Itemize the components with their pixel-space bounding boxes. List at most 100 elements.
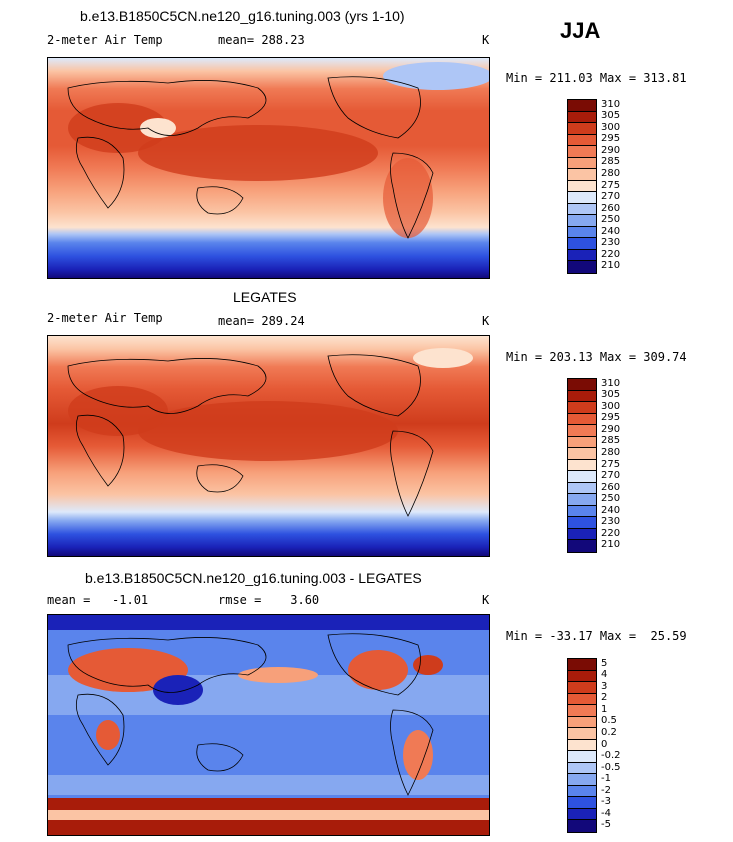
panel3-rmse-label: rmse = 3.60: [218, 593, 320, 607]
colorbar-tick-label: 295: [601, 412, 621, 424]
colorbar-box: [568, 226, 596, 239]
colorbar-tick-label: 220: [601, 527, 621, 539]
colorbar-tick-label: 230: [601, 237, 621, 249]
colorbar-box: [568, 808, 596, 821]
panel1-title: b.e13.B1850C5CN.ne120_g16.tuning.003 (yr…: [80, 8, 405, 24]
colorbar-box: [568, 774, 596, 786]
colorbar-box: [568, 215, 596, 227]
colorbar-box: [568, 249, 596, 262]
colorbar-box: [568, 402, 596, 414]
colorbar-box: [568, 739, 596, 752]
panel3-map: [47, 614, 490, 836]
panel1-temperature-field: [48, 58, 489, 278]
colorbar-box: [568, 682, 596, 694]
colorbar-tick-label: -1: [601, 773, 611, 785]
colorbar-tick-label: -0.2: [601, 750, 621, 762]
panel1-units-label: K: [482, 33, 490, 47]
panel3-title: b.e13.B1850C5CN.ne120_g16.tuning.003 - L…: [85, 570, 422, 586]
colorbar-tick-label: -5: [601, 819, 611, 831]
colorbar-box: [568, 540, 596, 552]
panel2-map: [47, 335, 490, 557]
colorbar-tick-label: 230: [601, 516, 621, 528]
colorbar-box: [568, 238, 596, 250]
colorbar-tick-label: 2: [601, 692, 608, 704]
colorbar-box: [568, 494, 596, 506]
panel2-title: LEGATES: [233, 289, 297, 305]
colorbar-box: [568, 134, 596, 147]
colorbar-box: [568, 459, 596, 472]
colorbar-tick-label: 0.2: [601, 726, 617, 738]
colorbar-box: [568, 716, 596, 729]
colorbar-box: [568, 797, 596, 809]
panel1-map: [47, 57, 490, 279]
panel1-mean-label: mean= 288.23: [218, 33, 305, 47]
panel2-mean-label: mean= 289.24: [218, 314, 305, 328]
colorbar-box: [568, 379, 596, 391]
panel1-minmax: Min = 211.03 Max = 313.81: [506, 71, 687, 85]
colorbar-box: [568, 670, 596, 683]
colorbar-box: [568, 100, 596, 112]
colorbar-tick-label: -4: [601, 807, 611, 819]
colorbar-tick-label: 290: [601, 423, 621, 435]
colorbar-box: [568, 261, 596, 273]
colorbar-box: [568, 192, 596, 204]
colorbar-tick-label: 280: [601, 446, 621, 458]
colorbar-tick-label: 300: [601, 121, 621, 133]
colorbar-box: [568, 659, 596, 671]
colorbar-tick-label: 290: [601, 144, 621, 156]
panel3-mean-label: mean = -1.01: [47, 593, 149, 607]
colorbar-box: [568, 693, 596, 706]
season-label: JJA: [560, 18, 601, 43]
panel3-minmax: Min = -33.17 Max = 25.59: [506, 629, 687, 643]
colorbar-tick-label: 310: [601, 98, 621, 110]
colorbar-tick-label: 210: [601, 260, 621, 272]
colorbar-box: [568, 169, 596, 181]
colorbar-box: [568, 471, 596, 483]
colorbar-tick-label: 260: [601, 202, 621, 214]
panel1-colorbar: [567, 99, 597, 274]
panel3-colorbar: [567, 658, 597, 833]
colorbar-box: [568, 425, 596, 437]
colorbar-tick-label: 5: [601, 657, 608, 669]
colorbar-box: [568, 705, 596, 717]
colorbar-box: [568, 436, 596, 449]
colorbar-tick-label: 0: [601, 738, 608, 750]
colorbar-tick-label: 280: [601, 167, 621, 179]
colorbar-tick-label: 1: [601, 703, 608, 715]
colorbar-box: [568, 146, 596, 158]
colorbar-tick-label: -0.5: [601, 761, 621, 773]
colorbar-tick-label: 275: [601, 458, 621, 470]
colorbar-tick-label: 295: [601, 133, 621, 145]
colorbar-box: [568, 751, 596, 763]
colorbar-tick-label: 285: [601, 435, 621, 447]
colorbar-box: [568, 820, 596, 832]
colorbar-tick-label: 285: [601, 156, 621, 168]
colorbar-box: [568, 390, 596, 403]
colorbar-box: [568, 762, 596, 775]
panel2-colorbar: [567, 378, 597, 553]
colorbar-tick-label: 220: [601, 248, 621, 260]
colorbar-tick-label: 270: [601, 191, 621, 203]
panel2-variable-label: 2-meter Air Temp: [47, 311, 163, 325]
colorbar-tick-label: 305: [601, 389, 621, 401]
colorbar-tick-label: 4: [601, 669, 608, 681]
panel1-variable-label: 2-meter Air Temp: [47, 33, 163, 47]
colorbar-box: [568, 728, 596, 740]
colorbar-box: [568, 482, 596, 495]
colorbar-box: [568, 157, 596, 170]
colorbar-box: [568, 528, 596, 541]
colorbar-box: [568, 111, 596, 124]
colorbar-tick-label: 240: [601, 504, 621, 516]
colorbar-tick-label: 250: [601, 214, 621, 226]
colorbar-tick-label: 250: [601, 493, 621, 505]
colorbar-box: [568, 203, 596, 216]
colorbar-box: [568, 413, 596, 426]
colorbar-tick-label: 0.5: [601, 715, 617, 727]
colorbar-box: [568, 517, 596, 529]
colorbar-tick-label: -2: [601, 784, 611, 796]
colorbar-tick-label: 210: [601, 539, 621, 551]
colorbar-tick-label: 240: [601, 225, 621, 237]
panel2-units-label: K: [482, 314, 490, 328]
panel2-temperature-field: [48, 336, 489, 556]
panel3-difference-field: [48, 615, 489, 835]
